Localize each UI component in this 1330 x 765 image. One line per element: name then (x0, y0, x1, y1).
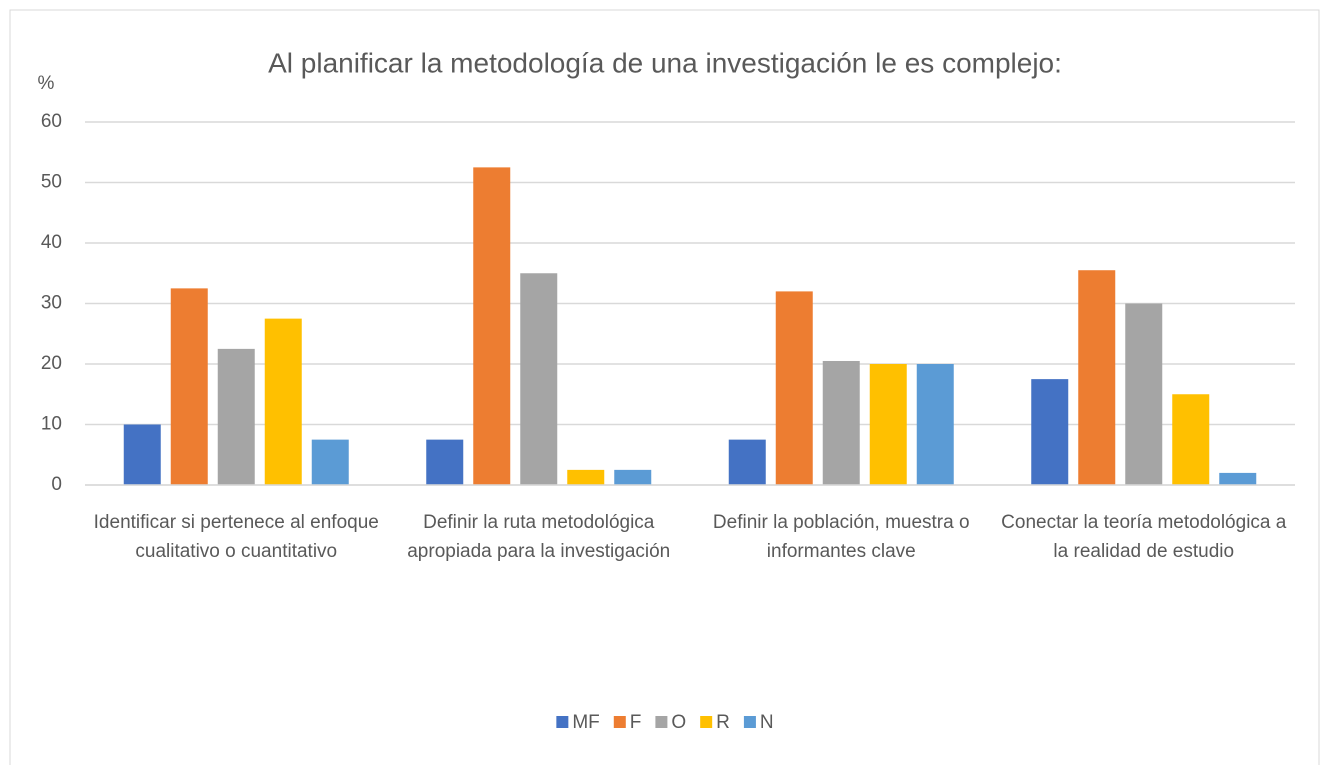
bar (869, 364, 907, 485)
y-tick-label: 0 (51, 474, 62, 495)
bar (520, 273, 558, 485)
legend-swatch (655, 716, 668, 728)
bar (728, 439, 766, 485)
bar (822, 360, 860, 485)
bar (123, 424, 161, 485)
bar (311, 439, 349, 485)
bar (567, 469, 605, 485)
bar (1031, 379, 1069, 485)
y-tick-label: 50 (41, 172, 62, 193)
bar (217, 348, 255, 485)
bar (473, 167, 511, 485)
chart-title: Al planificar la metodología de una inve… (268, 47, 1062, 78)
bar (916, 364, 954, 485)
legend-swatch (743, 716, 756, 728)
legend-label: F (630, 712, 642, 733)
y-tick-label: 40 (41, 232, 62, 253)
bar (1219, 472, 1257, 485)
bar (614, 469, 652, 485)
legend-label: R (716, 712, 730, 733)
legend-swatch (556, 716, 569, 728)
x-tick-label: Identificar si pertenece al enfoque cuali… (94, 512, 379, 562)
bar (1172, 394, 1210, 485)
y-axis-label: % (38, 73, 55, 94)
y-tick-label: 60 (41, 111, 62, 132)
legend-swatch (613, 716, 626, 728)
legend-label: N (760, 712, 774, 733)
legend: MF F O R N (556, 712, 774, 733)
bar (775, 291, 813, 485)
y-tick-label: 30 (41, 293, 62, 314)
x-tick-label: Definir la población, muestra o informant… (713, 512, 970, 562)
legend-swatch (700, 716, 713, 728)
x-tick-label: Conectar la teoría metodológica a la real… (1001, 512, 1287, 562)
y-tick-label: 20 (41, 353, 62, 374)
legend-label: MF (572, 712, 599, 733)
bar (170, 288, 208, 485)
bar (426, 439, 464, 485)
bar (1125, 303, 1163, 485)
bar (264, 318, 302, 485)
y-tick-label: 10 (41, 414, 62, 435)
bar (1078, 270, 1116, 485)
legend-label: O (671, 712, 686, 733)
x-tick-label: Definir la ruta metodológica apropiada pa… (407, 512, 670, 562)
